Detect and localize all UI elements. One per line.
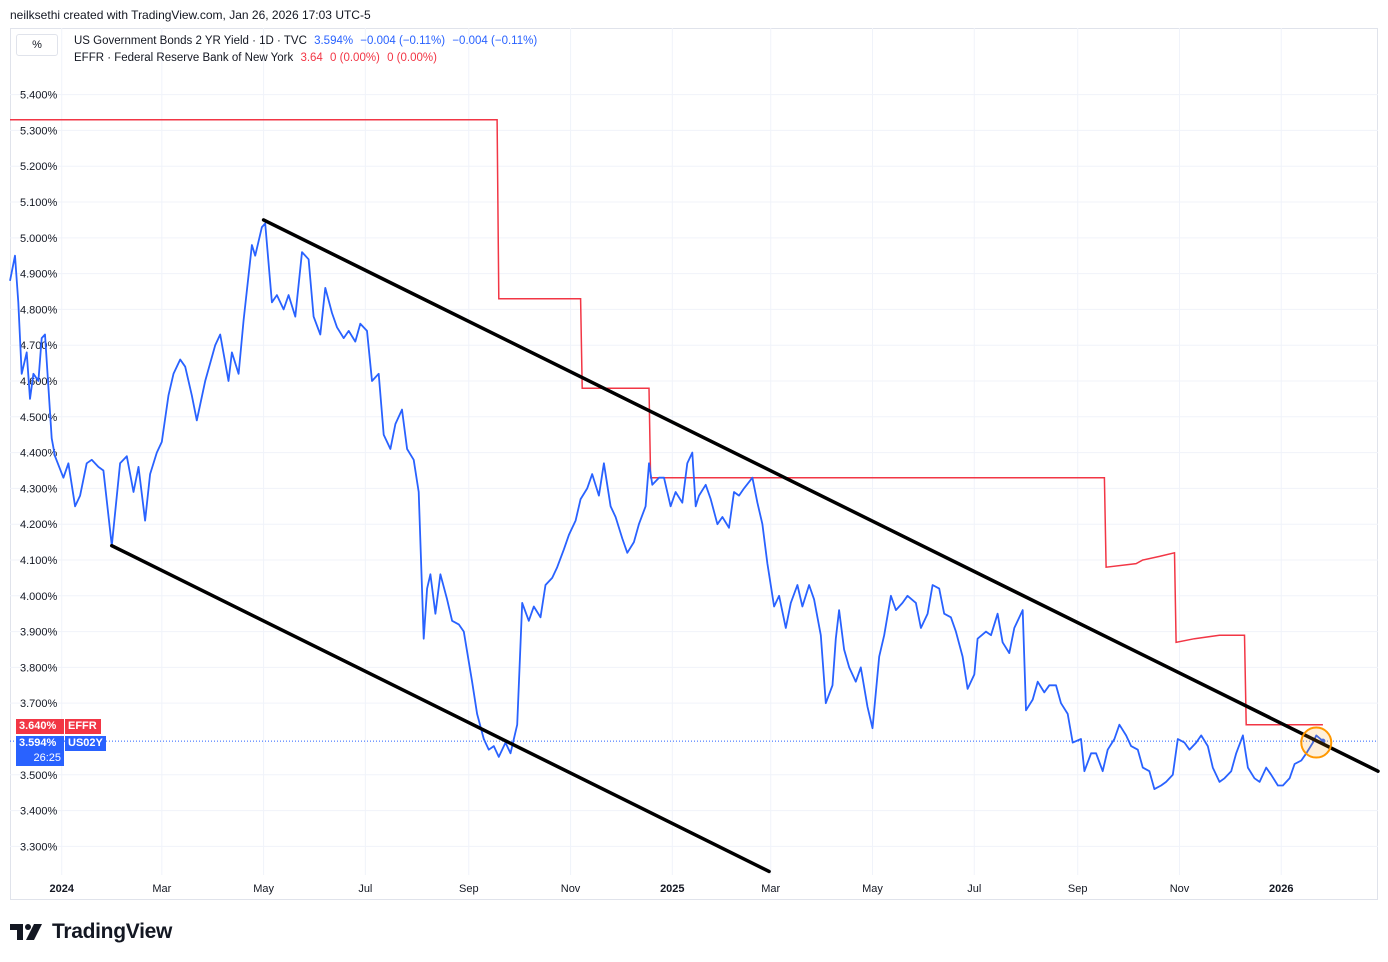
x-tick-label: Sep (1068, 883, 1088, 895)
y-tick-label: 3.700% (20, 698, 58, 710)
bar-countdown: 26:25 (16, 751, 64, 766)
unit-selector[interactable]: % (16, 34, 58, 56)
legend-effr[interactable]: EFFR · Federal Reserve Bank of New York … (74, 52, 441, 64)
x-tick-label: Mar (761, 883, 780, 895)
effr-label-tag: EFFR (65, 719, 101, 734)
x-tick-label: May (253, 883, 274, 895)
y-tick-label: 5.100% (20, 197, 58, 209)
y-tick-label: 4.400% (20, 448, 58, 460)
y-tick-label: 3.900% (20, 627, 58, 639)
x-axis: 2024 Mar May Jul Sep Nov 2025 Mar May Jul Sep Nov 20… (49, 883, 1293, 895)
x-tick-label: Nov (1170, 883, 1190, 895)
annotations (110, 218, 1380, 874)
series-layer (9, 118, 1378, 790)
series-effr-line (10, 118, 1323, 726)
effr-price-tag: 3.640% (16, 719, 64, 734)
tradingview-logo[interactable]: TradingView (10, 920, 172, 944)
y-tick-label: 4.100% (20, 555, 58, 567)
y-tick-label: 3.300% (20, 841, 58, 853)
legend-series1-change1: −0.004 (−0.11%) (360, 35, 446, 47)
legend-series1-name: US Government Bonds 2 YR Yield · 1D · TV… (74, 35, 307, 47)
y-tick-label: 4.200% (20, 519, 58, 531)
y-tick-label: 3.800% (20, 662, 58, 674)
legend-series2-change2: 0 (0.00%) (387, 52, 437, 64)
y-tick-label: 5.200% (20, 161, 58, 173)
series-us02y-line (9, 222, 1324, 790)
y-tick-label: 5.000% (20, 233, 58, 245)
trendline (261, 218, 1380, 773)
x-tick-label: Mar (152, 883, 171, 895)
x-tick-label: May (862, 883, 883, 895)
creator-credit: neilksethi created with TradingView.com,… (10, 8, 371, 22)
legend-series2-change1: 0 (0.00%) (330, 52, 380, 64)
trendline (110, 543, 771, 874)
tradingview-icon (10, 924, 42, 940)
y-tick-label: 4.700% (20, 340, 58, 352)
y-tick-label: 3.400% (20, 806, 58, 818)
legend-series1-change2: −0.004 (−0.11%) (452, 35, 538, 47)
legend-series1-value: 3.594% (314, 35, 354, 47)
x-tick-label: Nov (561, 883, 581, 895)
y-tick-label: 5.300% (20, 125, 58, 137)
x-tick-label: Jul (358, 883, 372, 895)
y-tick-label: 3.500% (20, 770, 58, 782)
y-tick-label: 4.800% (20, 304, 58, 316)
unit-label: % (32, 39, 42, 51)
x-tick-label: 2026 (1269, 883, 1293, 895)
x-tick-label: Sep (459, 883, 479, 895)
legend-series2-value: 3.64 (300, 52, 323, 64)
y-axis: 5.400% 5.300% 5.200% 5.100% 5.000% 4.900% 4.80… (20, 90, 58, 854)
chart-panel[interactable] (10, 28, 1378, 900)
highlight-circle (1300, 726, 1333, 759)
x-tick-label: 2025 (660, 883, 684, 895)
grid-lines (10, 28, 1378, 875)
x-tick-label: 2024 (49, 883, 74, 895)
us02y-price-tag: 3.594% (16, 736, 64, 751)
y-tick-label: 4.900% (20, 269, 58, 281)
legend-series2-name: EFFR · Federal Reserve Bank of New York (74, 52, 294, 64)
y-tick-label: 5.400% (20, 90, 58, 102)
y-tick-label: 4.000% (20, 591, 58, 603)
y-tick-label: 4.500% (20, 412, 58, 424)
us02y-label-tag: US02Y (65, 736, 106, 751)
y-tick-label: 4.300% (20, 483, 58, 495)
x-tick-label: Jul (967, 883, 981, 895)
brand-name: TradingView (52, 920, 173, 943)
legend-us02y[interactable]: US Government Bonds 2 YR Yield · 1D · TV… (74, 35, 541, 47)
